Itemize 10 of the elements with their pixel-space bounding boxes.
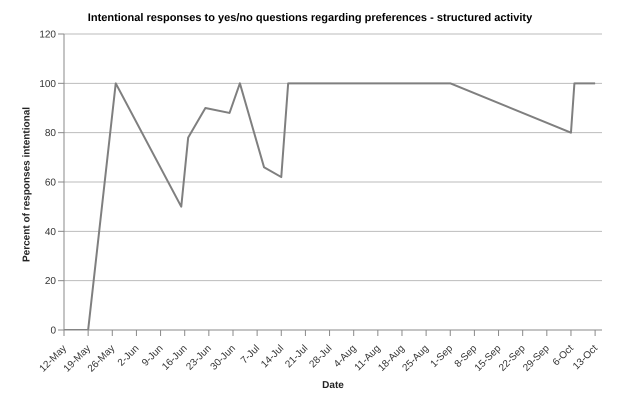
y-tick-label: 20: [44, 276, 56, 288]
y-tick-label: 0: [50, 326, 56, 337]
y-tick-label: 80: [44, 128, 56, 140]
chart-title: Intentional responses to yes/no questions regarding preferences - structured activity: [86, 11, 534, 26]
y-tick-label: 100: [39, 78, 56, 90]
y-tick-label: 120: [39, 30, 56, 41]
y-tick-label: 40: [44, 226, 56, 238]
y-axis-title: Percent of responses intentional: [22, 106, 33, 262]
y-tick-label: 60: [44, 178, 56, 189]
x-axis-title: Date: [322, 380, 344, 391]
